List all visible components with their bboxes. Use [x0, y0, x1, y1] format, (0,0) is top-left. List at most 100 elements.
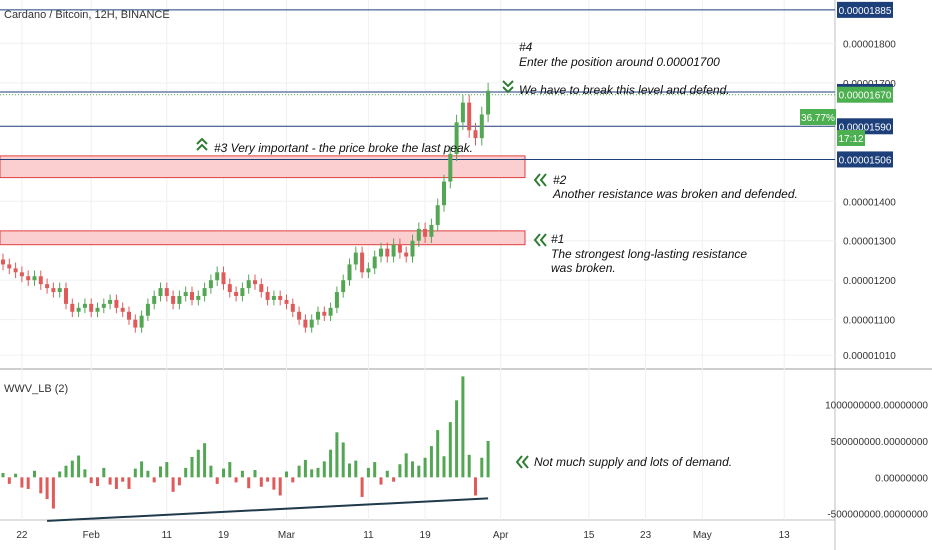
- candle-body-11: [70, 303, 75, 312]
- candle-body-49: [309, 319, 314, 328]
- volume-bar-1: [7, 477, 11, 484]
- candle-body-35: [221, 272, 226, 285]
- volume-bar-25: [159, 466, 162, 478]
- volume-bar-73: [461, 376, 465, 478]
- time-tick-label-7: Apr: [493, 530, 509, 541]
- volume-bars: [1, 376, 490, 509]
- volume-bar-40: [253, 470, 257, 478]
- candle-body-12: [76, 307, 81, 312]
- horizontal-levels: [0, 9, 835, 160]
- volume-bar-5: [33, 470, 36, 478]
- volume-bar-39: [247, 477, 251, 489]
- volume-bar-32: [203, 443, 207, 478]
- candle-body-44: [278, 295, 283, 300]
- indicator-name: WWV_LB (2): [4, 383, 68, 395]
- candle-body-17: [108, 299, 113, 304]
- candle-body-30: [190, 292, 194, 300]
- volume-bar-52: [329, 449, 333, 478]
- candle-body-46: [290, 303, 295, 312]
- volume-bar-50: [316, 467, 320, 478]
- candle-body-41: [259, 284, 264, 293]
- annotation-3-text: #3 Very important - the price broke the …: [214, 141, 473, 155]
- resistance-zone-2: [0, 230, 526, 246]
- volume-bar-33: [209, 465, 213, 478]
- chevron-left-icon-1-0: [533, 233, 541, 247]
- time-tick-label-9: 23: [640, 530, 652, 541]
- volume-bar-0: [1, 472, 5, 478]
- countdown-badge-label: 17:12: [838, 134, 863, 145]
- chevron-up-icon-0: [196, 137, 208, 145]
- price-tag-label-3: 0.00001590: [839, 122, 892, 133]
- candle-body-9: [57, 288, 62, 293]
- annotation-4-number: #4: [519, 40, 533, 54]
- percent-badge: [800, 109, 836, 125]
- candle-body-77: [486, 90, 491, 115]
- candle-body-21: [133, 319, 138, 328]
- time-tick-label-8: 15: [583, 530, 595, 541]
- candle-body-59: [372, 256, 377, 269]
- price-tick-label-6: 0.00001010: [843, 351, 896, 362]
- candle-body-13: [82, 303, 87, 308]
- volume-bar-68: [429, 446, 433, 478]
- volume-bar-34: [215, 477, 219, 484]
- candle-body-4: [26, 276, 31, 281]
- candle-body-16: [101, 303, 106, 308]
- volume-bar-22: [140, 461, 144, 478]
- volume-bar-42: [266, 477, 270, 482]
- annotation-1-text-2: was broken.: [551, 261, 616, 275]
- candle-body-24: [152, 295, 157, 304]
- candle-body-68: [429, 224, 434, 237]
- volume-bar-12: [77, 455, 81, 478]
- volume-bar-77: [486, 441, 490, 478]
- candle-body-28: [177, 295, 182, 304]
- volume-bar-26: [165, 462, 169, 478]
- volume-axis: 1000000000.00000000 500000000.00000000 0.0…: [825, 401, 928, 521]
- candle-body-72: [454, 122, 459, 154]
- chevron-left-icon-volume-1: [521, 455, 529, 469]
- candle-body-64: [404, 252, 409, 257]
- volume-bar-27: [171, 477, 175, 492]
- candle-body-10: [64, 288, 68, 304]
- volume-bar-38: [240, 470, 244, 478]
- grid: [0, 0, 835, 520]
- candle-body-19: [120, 307, 125, 312]
- volume-bar-13: [83, 469, 87, 478]
- candle-body-51: [322, 311, 327, 316]
- time-tick-label-10: May: [693, 530, 712, 541]
- candle-body-32: [202, 288, 207, 296]
- resistance-zone-1: [0, 155, 526, 179]
- time-tick-label-5: 11: [363, 530, 374, 541]
- candle-body-36: [227, 284, 232, 293]
- volume-bar-45: [285, 471, 288, 478]
- price-tick-label-2: 0.00001400: [843, 197, 896, 208]
- price-tag-label-2: 0.00001670: [839, 91, 892, 102]
- volume-tick-label-3: -500000000.00000000: [827, 510, 928, 521]
- candle-body-43: [271, 295, 276, 300]
- chevron-left-icon-volume-0: [515, 455, 523, 469]
- candle-body-14: [89, 303, 94, 312]
- price-tags: 0.000018850.000016770.000016700.00001590…: [837, 1, 893, 168]
- candle-body-65: [410, 240, 415, 257]
- candle-body-60: [379, 248, 383, 257]
- volume-bar-54: [341, 442, 345, 478]
- chevron-left-icon-2-0: [533, 173, 541, 187]
- volume-bar-76: [480, 457, 484, 478]
- price-tag-label-0: 0.00001885: [839, 6, 892, 17]
- volume-bar-9: [58, 471, 62, 478]
- volume-bar-44: [278, 477, 282, 496]
- chevron-down-icon-0: [502, 80, 514, 88]
- annotation-4-text: Enter the position around 0.00001700: [519, 55, 720, 69]
- volume-bar-74: [467, 454, 471, 478]
- candle-body-50: [316, 311, 320, 320]
- volume-bar-51: [322, 461, 326, 478]
- candle-body-26: [164, 288, 169, 296]
- volume-bar-67: [423, 457, 427, 478]
- time-axis: 22 Feb 11 19 Mar 11 19 Apr 15 23 May 13: [16, 530, 790, 541]
- candle-body-8: [51, 288, 56, 293]
- annotation-2-number: #2: [553, 173, 567, 187]
- candle-body-66: [416, 228, 421, 241]
- volume-bar-23: [146, 470, 150, 478]
- countdown-badge: [837, 130, 865, 146]
- volume-bar-24: [152, 477, 156, 483]
